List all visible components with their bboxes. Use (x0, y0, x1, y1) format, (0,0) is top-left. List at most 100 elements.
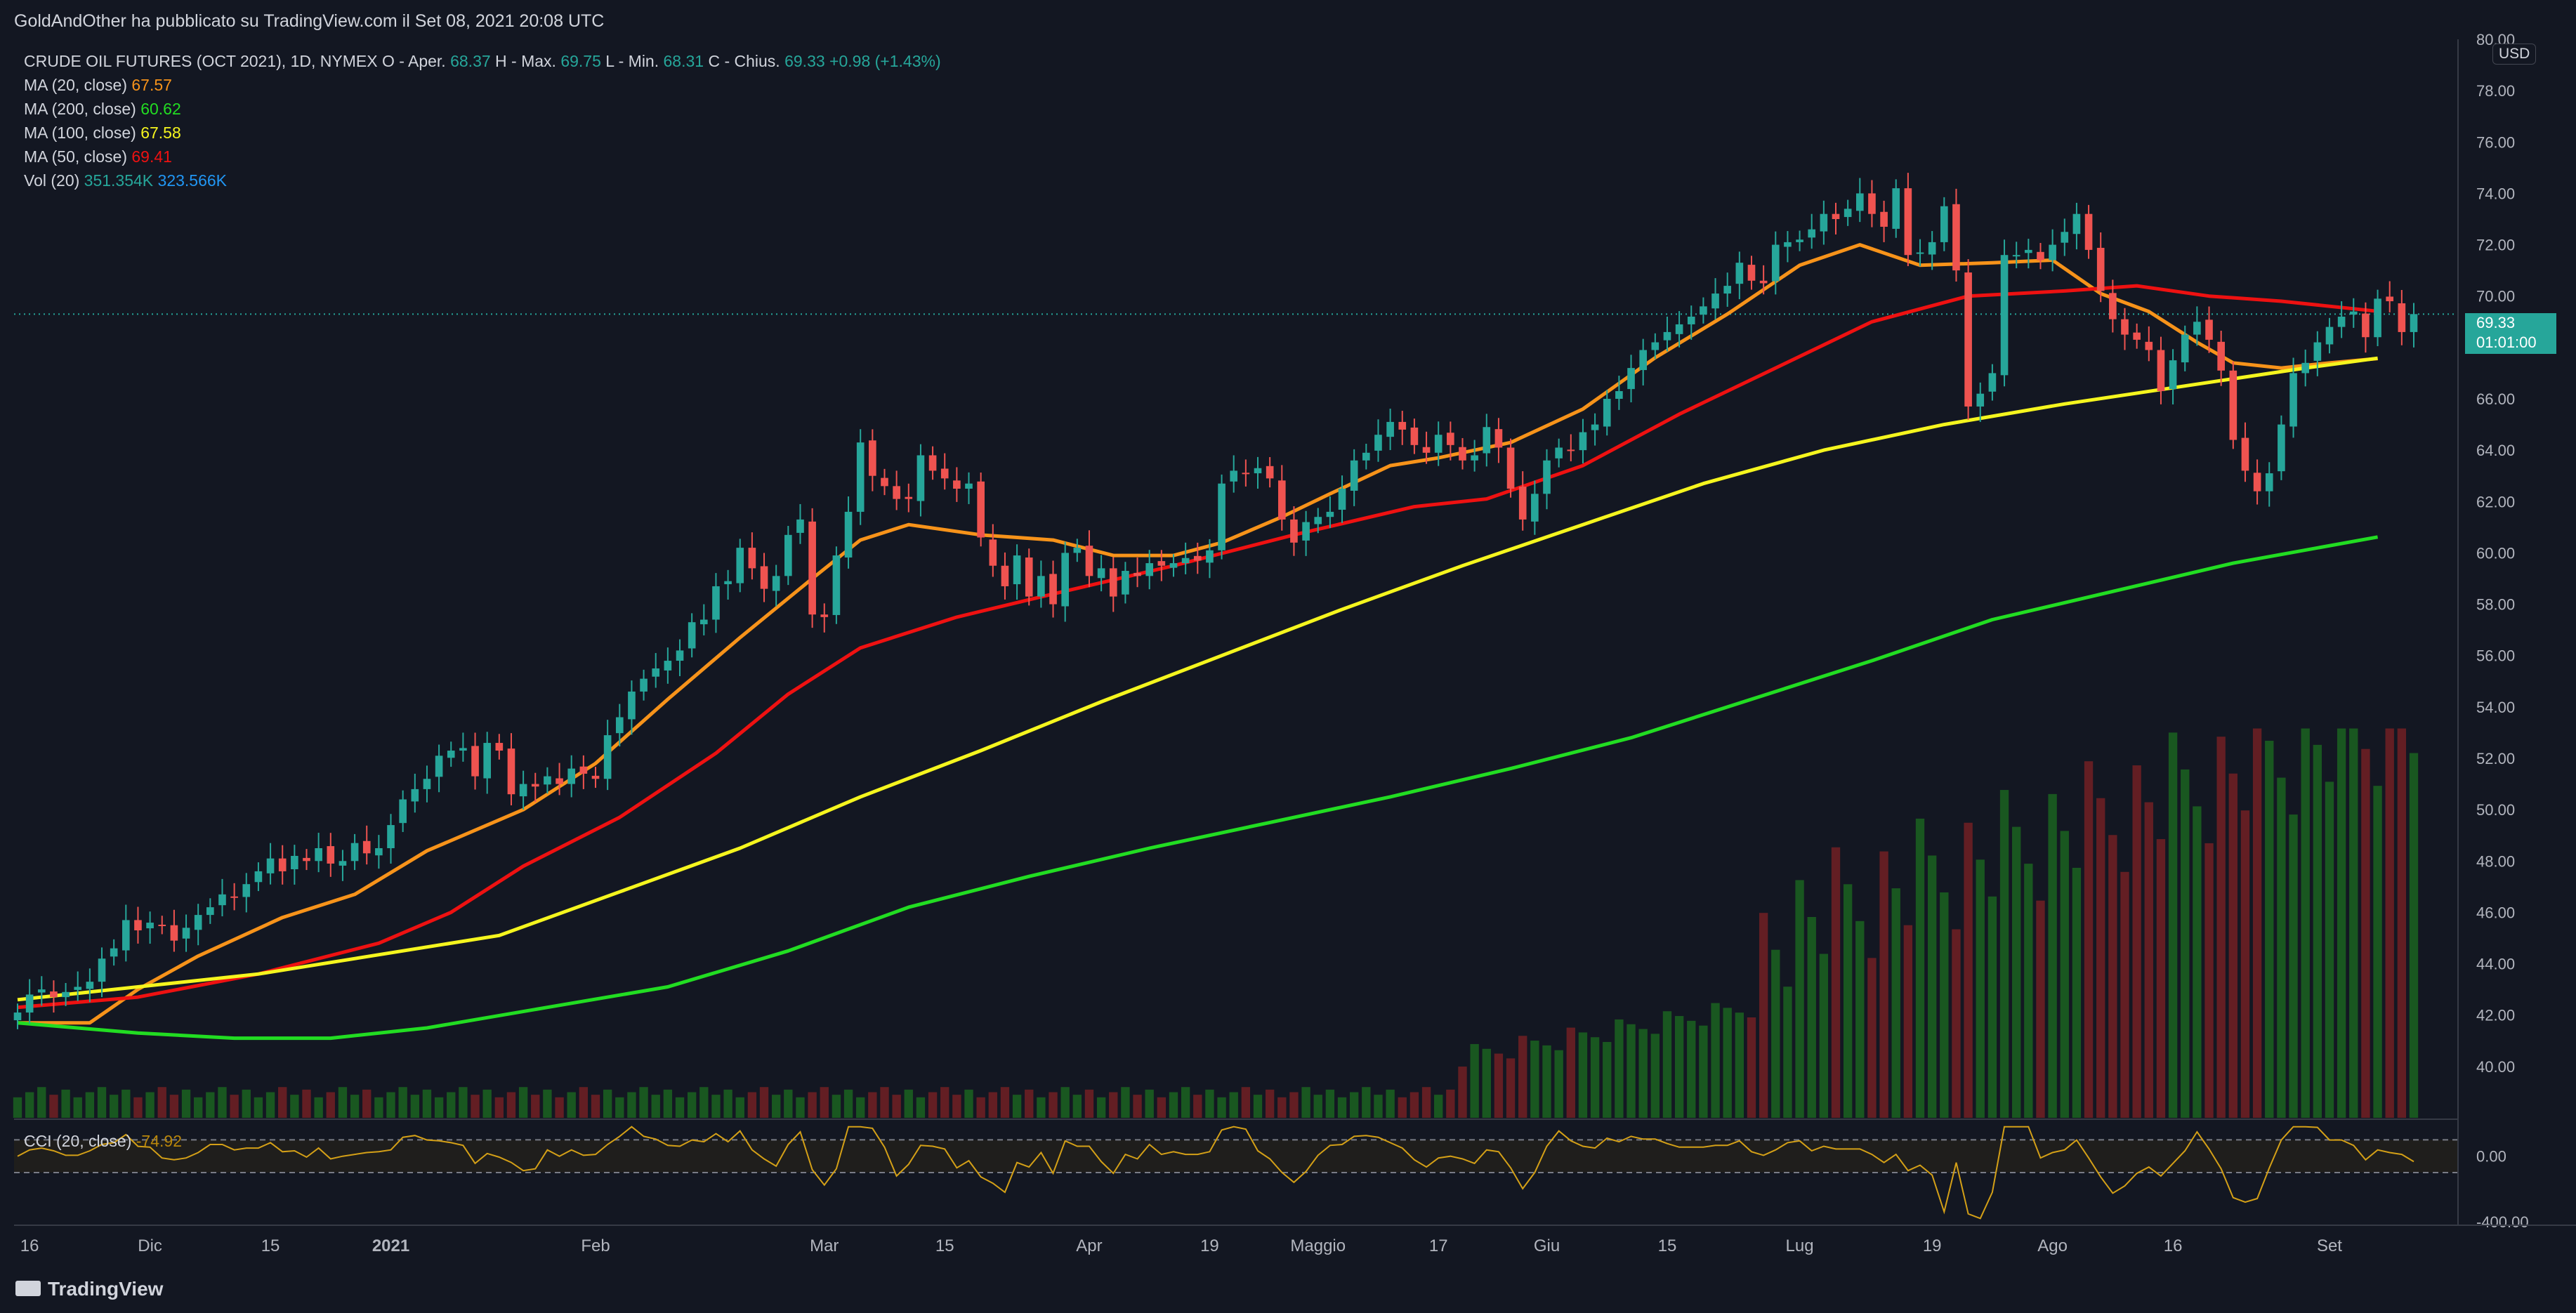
volume-bar (615, 1097, 624, 1118)
volume-bar (1289, 1092, 1299, 1118)
x-tick-label: Ago (2037, 1236, 2068, 1255)
volume-bar (1627, 1024, 1636, 1118)
candle-body (2386, 296, 2394, 302)
candle-body (1230, 470, 1238, 482)
volume-bar (1470, 1043, 1479, 1118)
candle-body (62, 991, 70, 998)
volume-bar (1903, 925, 1913, 1118)
tradingview-logo[interactable]: TradingView (15, 1278, 163, 1300)
candle-body (2157, 350, 2165, 392)
candle-body (1808, 229, 1816, 238)
candle-body (652, 668, 660, 677)
candle-body (928, 455, 937, 471)
volume-bar (1999, 790, 2009, 1118)
y-tick-label: 40.00 (2476, 1058, 2515, 1076)
volume-bar (1265, 1089, 1275, 1118)
volume-bar (1699, 1025, 1708, 1118)
candle-body (74, 987, 82, 990)
candle-body (856, 442, 865, 512)
candle-body (1700, 306, 1707, 315)
volume-bar (1987, 896, 1997, 1118)
volume-bar (2156, 839, 2166, 1118)
ma50-row[interactable]: MA (50, close) 69.41 (24, 145, 941, 169)
ma20-row[interactable]: MA (20, close) 67.57 (24, 73, 941, 97)
candle-body (628, 691, 636, 720)
cci-legend[interactable]: CCI (20, close) -74.92 (24, 1132, 182, 1151)
volume-bar (434, 1097, 444, 1118)
candle-body (1543, 460, 1551, 494)
candle-body (989, 539, 997, 566)
volume-bar (663, 1089, 673, 1118)
volume-bar (1615, 1019, 1624, 1118)
volume-bar (543, 1089, 552, 1118)
candle-body (1506, 447, 1515, 489)
candle-body (1494, 429, 1503, 448)
volume-bar (796, 1097, 805, 1118)
candle-body (459, 748, 467, 751)
candle-body (483, 743, 491, 779)
volume-bar (1530, 1041, 1539, 1118)
candle-body (1242, 473, 1250, 475)
y-tick-label: 64.00 (2476, 442, 2515, 459)
volume-bar (687, 1092, 697, 1118)
candle-body (1013, 555, 1021, 585)
close-value: 69.33 (784, 52, 825, 70)
candle-body (2133, 332, 2141, 340)
candle-body (1964, 272, 1972, 407)
volume-bar (1831, 847, 1841, 1118)
volume-bar (2216, 737, 2226, 1118)
y-tick-label: 76.00 (2476, 133, 2515, 151)
volume-bar (1711, 1003, 1720, 1118)
volume-bar (1181, 1087, 1190, 1118)
volume-bar (868, 1092, 877, 1118)
candle-body (2349, 311, 2358, 315)
volume-bar (1747, 1017, 1756, 1118)
volume-bar (1952, 929, 1961, 1118)
volume-bar (1205, 1089, 1214, 1118)
candle-body (1615, 391, 1623, 399)
volume-bar (61, 1089, 70, 1118)
volume-bar (2144, 802, 2153, 1118)
candle-body (1193, 555, 1202, 561)
candle-body (375, 848, 383, 856)
candle-body (544, 776, 551, 785)
last-price: 69.33 (2476, 314, 2516, 331)
volume-bar (25, 1092, 34, 1118)
volume-bar (518, 1087, 528, 1118)
x-tick-label: Maggio (1290, 1236, 1346, 1255)
volume-bar (2024, 864, 2033, 1118)
volume-bar (1398, 1097, 1407, 1118)
cci-line (17, 1126, 2414, 1220)
volume-bar (85, 1092, 95, 1118)
ma200-row[interactable]: MA (200, close) 60.62 (24, 97, 941, 121)
candle-body (905, 496, 913, 499)
candle-body (640, 678, 648, 692)
candle-body (350, 843, 359, 862)
cci-tick-label: -400.00 (2476, 1213, 2529, 1231)
volume-bar (1723, 1008, 1732, 1118)
volume-bar (904, 1089, 913, 1118)
ma100-value: 67.58 (140, 124, 181, 142)
currency-button[interactable]: USD (2492, 44, 2537, 65)
volume-bar (1325, 1089, 1335, 1118)
candle-body (278, 858, 287, 871)
volume-bar (735, 1097, 744, 1118)
volume-bar (386, 1092, 395, 1118)
candle-body (699, 619, 708, 625)
volume-bar (1964, 822, 1973, 1118)
volume-row[interactable]: Vol (20) 351.354K 323.566K (24, 169, 941, 192)
volume-bar (1590, 1037, 1600, 1118)
volume-bar (2385, 728, 2394, 1118)
ma100-row[interactable]: MA (100, close) 67.58 (24, 121, 941, 145)
candle-body (2084, 213, 2093, 250)
x-tick-label: Giu (1534, 1236, 1560, 1255)
x-tick-label: 17 (1429, 1236, 1448, 1255)
candle-body (2193, 322, 2201, 335)
volume-bar (603, 1089, 612, 1118)
x-tick-label: Set (2317, 1236, 2342, 1255)
candle-body (1133, 572, 1141, 576)
candle-body (2289, 373, 2297, 427)
volume-bar (567, 1092, 576, 1118)
candle-body (832, 555, 841, 615)
